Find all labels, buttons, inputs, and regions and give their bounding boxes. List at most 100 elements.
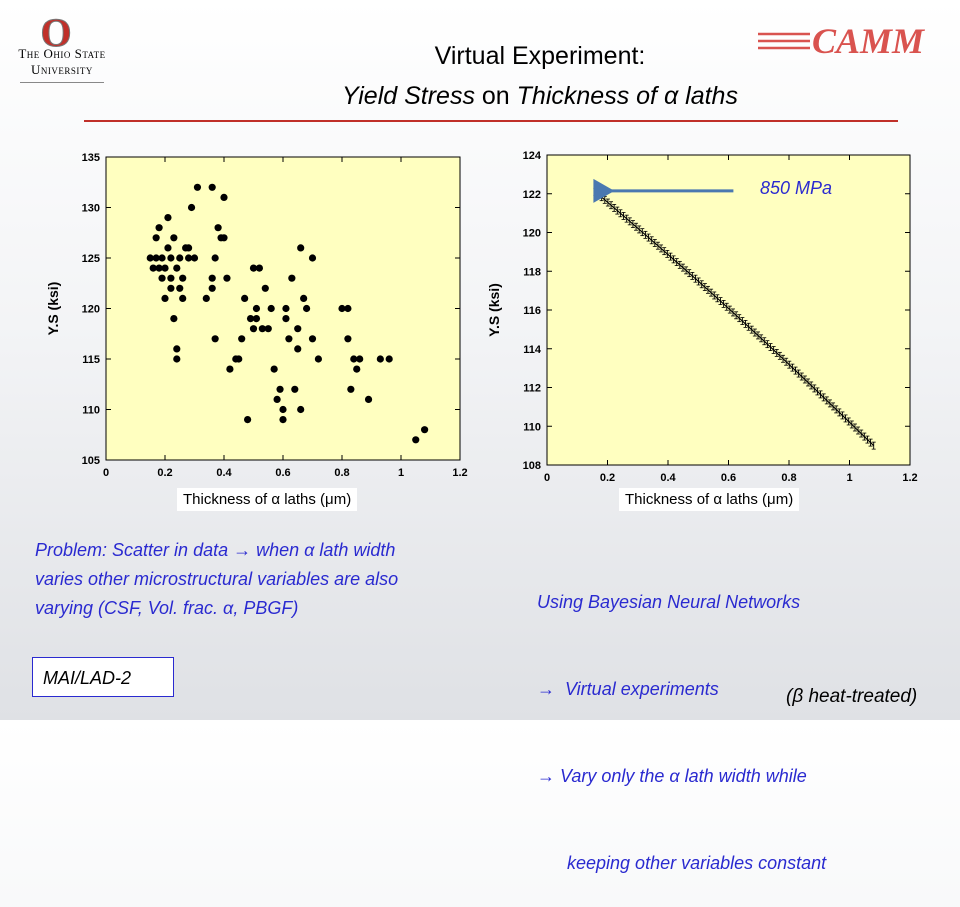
line-y-tick-label: 112 [523, 383, 541, 395]
footer-note: (β heat-treated) [786, 686, 918, 707]
line-y-tick-label: 122 [523, 189, 541, 201]
scatter-point [297, 405, 305, 414]
scatter-point [282, 315, 290, 323]
scatter-point [167, 284, 175, 292]
scatter-point [285, 335, 293, 343]
scatter-point [193, 183, 202, 191]
scatter-point [211, 335, 219, 343]
scatter-point [164, 244, 172, 252]
scatter-point [364, 395, 373, 403]
scatter-point [412, 436, 420, 444]
scatter-point [235, 355, 243, 363]
annotation-850-mpa: 850 MPa [760, 178, 833, 198]
line-y-tick-label: 114 [523, 344, 542, 356]
scatter-point [152, 234, 160, 242]
scatter-y-tick-label: 130 [82, 203, 100, 215]
subtitle-part-3: Thickness of [516, 82, 664, 110]
scatter-point [155, 224, 163, 232]
scatter-point [146, 254, 154, 262]
method-note-line: → Vary only the α lath width while [537, 766, 807, 786]
scatter-point [282, 304, 290, 313]
line-x-tick-label: 1.2 [902, 472, 917, 484]
scatter-point [238, 335, 246, 343]
scatter-point [273, 395, 281, 403]
scatter-point [167, 274, 175, 282]
subtitle-part-4: α [663, 82, 679, 110]
scatter-point [261, 284, 269, 292]
scatter-point [252, 304, 261, 313]
line-y-axis-label: Y.S (ksi) [486, 283, 502, 337]
scatter-y-axis-label: Y.S (ksi) [45, 282, 61, 336]
scatter-x-tick-label: 0.4 [216, 467, 232, 479]
scatter-x-tick-label: 0 [103, 467, 109, 479]
scatter-point [267, 304, 275, 313]
page-title: Virtual Experiment: [434, 42, 646, 70]
scatter-point [344, 335, 352, 343]
university-name-line2: University [31, 62, 93, 77]
line-series-yield-stress [595, 191, 875, 447]
scatter-point [167, 254, 175, 262]
subtitle-part-5: laths [678, 82, 738, 110]
scatter-point [214, 224, 222, 232]
scatter-point [161, 294, 169, 302]
line-x-tick-label: 0.8 [781, 472, 796, 484]
line-y-tick-label: 108 [523, 460, 541, 472]
scatter-point [244, 416, 252, 424]
scatter-point [249, 325, 258, 333]
scatter-point [164, 214, 172, 222]
scatter-point [385, 355, 393, 363]
line-y-tick-label: 118 [523, 266, 541, 278]
logo-divider [20, 82, 104, 83]
scatter-y-tick-label: 125 [82, 253, 100, 265]
scatter-point [294, 325, 302, 333]
scatter-point [314, 355, 322, 363]
scatter-y-tick-label: 135 [82, 152, 100, 164]
scatter-point [353, 365, 361, 373]
scatter-point [190, 254, 199, 262]
scatter-point [249, 264, 258, 272]
scatter-point [170, 234, 178, 242]
scatter-point [276, 385, 284, 393]
line-x-tick-label: 0.2 [600, 472, 615, 484]
line-y-tick-label: 120 [523, 228, 541, 240]
title-divider [84, 120, 898, 122]
university-name-line1: The Ohio State [18, 46, 106, 61]
problem-note-line: varies other microstructural variables a… [35, 569, 399, 589]
line-y-tick-label: 124 [523, 150, 542, 162]
scatter-point [152, 254, 160, 262]
line-x-tick-label: 0.4 [660, 472, 676, 484]
scatter-point [356, 355, 364, 363]
scatter-point [241, 294, 249, 302]
scatter-point [220, 234, 228, 242]
problem-note: Problem: Scatter in data → when α lath w… [35, 536, 485, 623]
scatter-point [344, 304, 352, 313]
scatter-x-tick-label: 0.8 [334, 467, 349, 479]
university-logo: O [40, 10, 72, 56]
scatter-point [300, 294, 308, 302]
scatter-chart: 0 0.2 0.4 0.6 0.8 1 1.2 105 110 115 120 125 130 135 Y.… [45, 152, 468, 479]
scatter-point [176, 254, 184, 262]
scatter-point [350, 355, 358, 363]
scatter-x-axis-label: Thickness of α laths (μm) [177, 488, 358, 511]
scatter-point [258, 325, 266, 333]
line-y-tick-label: 110 [523, 421, 541, 433]
scatter-point [252, 315, 261, 323]
scatter-point [173, 264, 181, 272]
method-note-line: Using Bayesian Neural Networks [537, 592, 801, 612]
scatter-point [279, 416, 287, 424]
method-note-line: → Virtual experiments [537, 679, 719, 699]
scatter-point [158, 254, 166, 262]
subtitle-part-1: Yield Stress [342, 82, 475, 110]
scatter-point [179, 274, 187, 282]
scatter-point [155, 264, 163, 272]
scatter-point [220, 193, 228, 201]
scatter-point [255, 264, 263, 272]
scatter-point [264, 325, 272, 333]
scatter-point [185, 244, 193, 252]
method-note-line: keeping other variables constant [537, 853, 827, 873]
scatter-point [347, 385, 355, 393]
problem-note-line: Problem: Scatter in data → when α lath w… [35, 540, 396, 560]
scatter-x-tick-label: 1 [398, 467, 404, 479]
line-x-tick-label: 1 [846, 472, 852, 484]
scatter-x-tick-label: 0.6 [275, 467, 290, 479]
